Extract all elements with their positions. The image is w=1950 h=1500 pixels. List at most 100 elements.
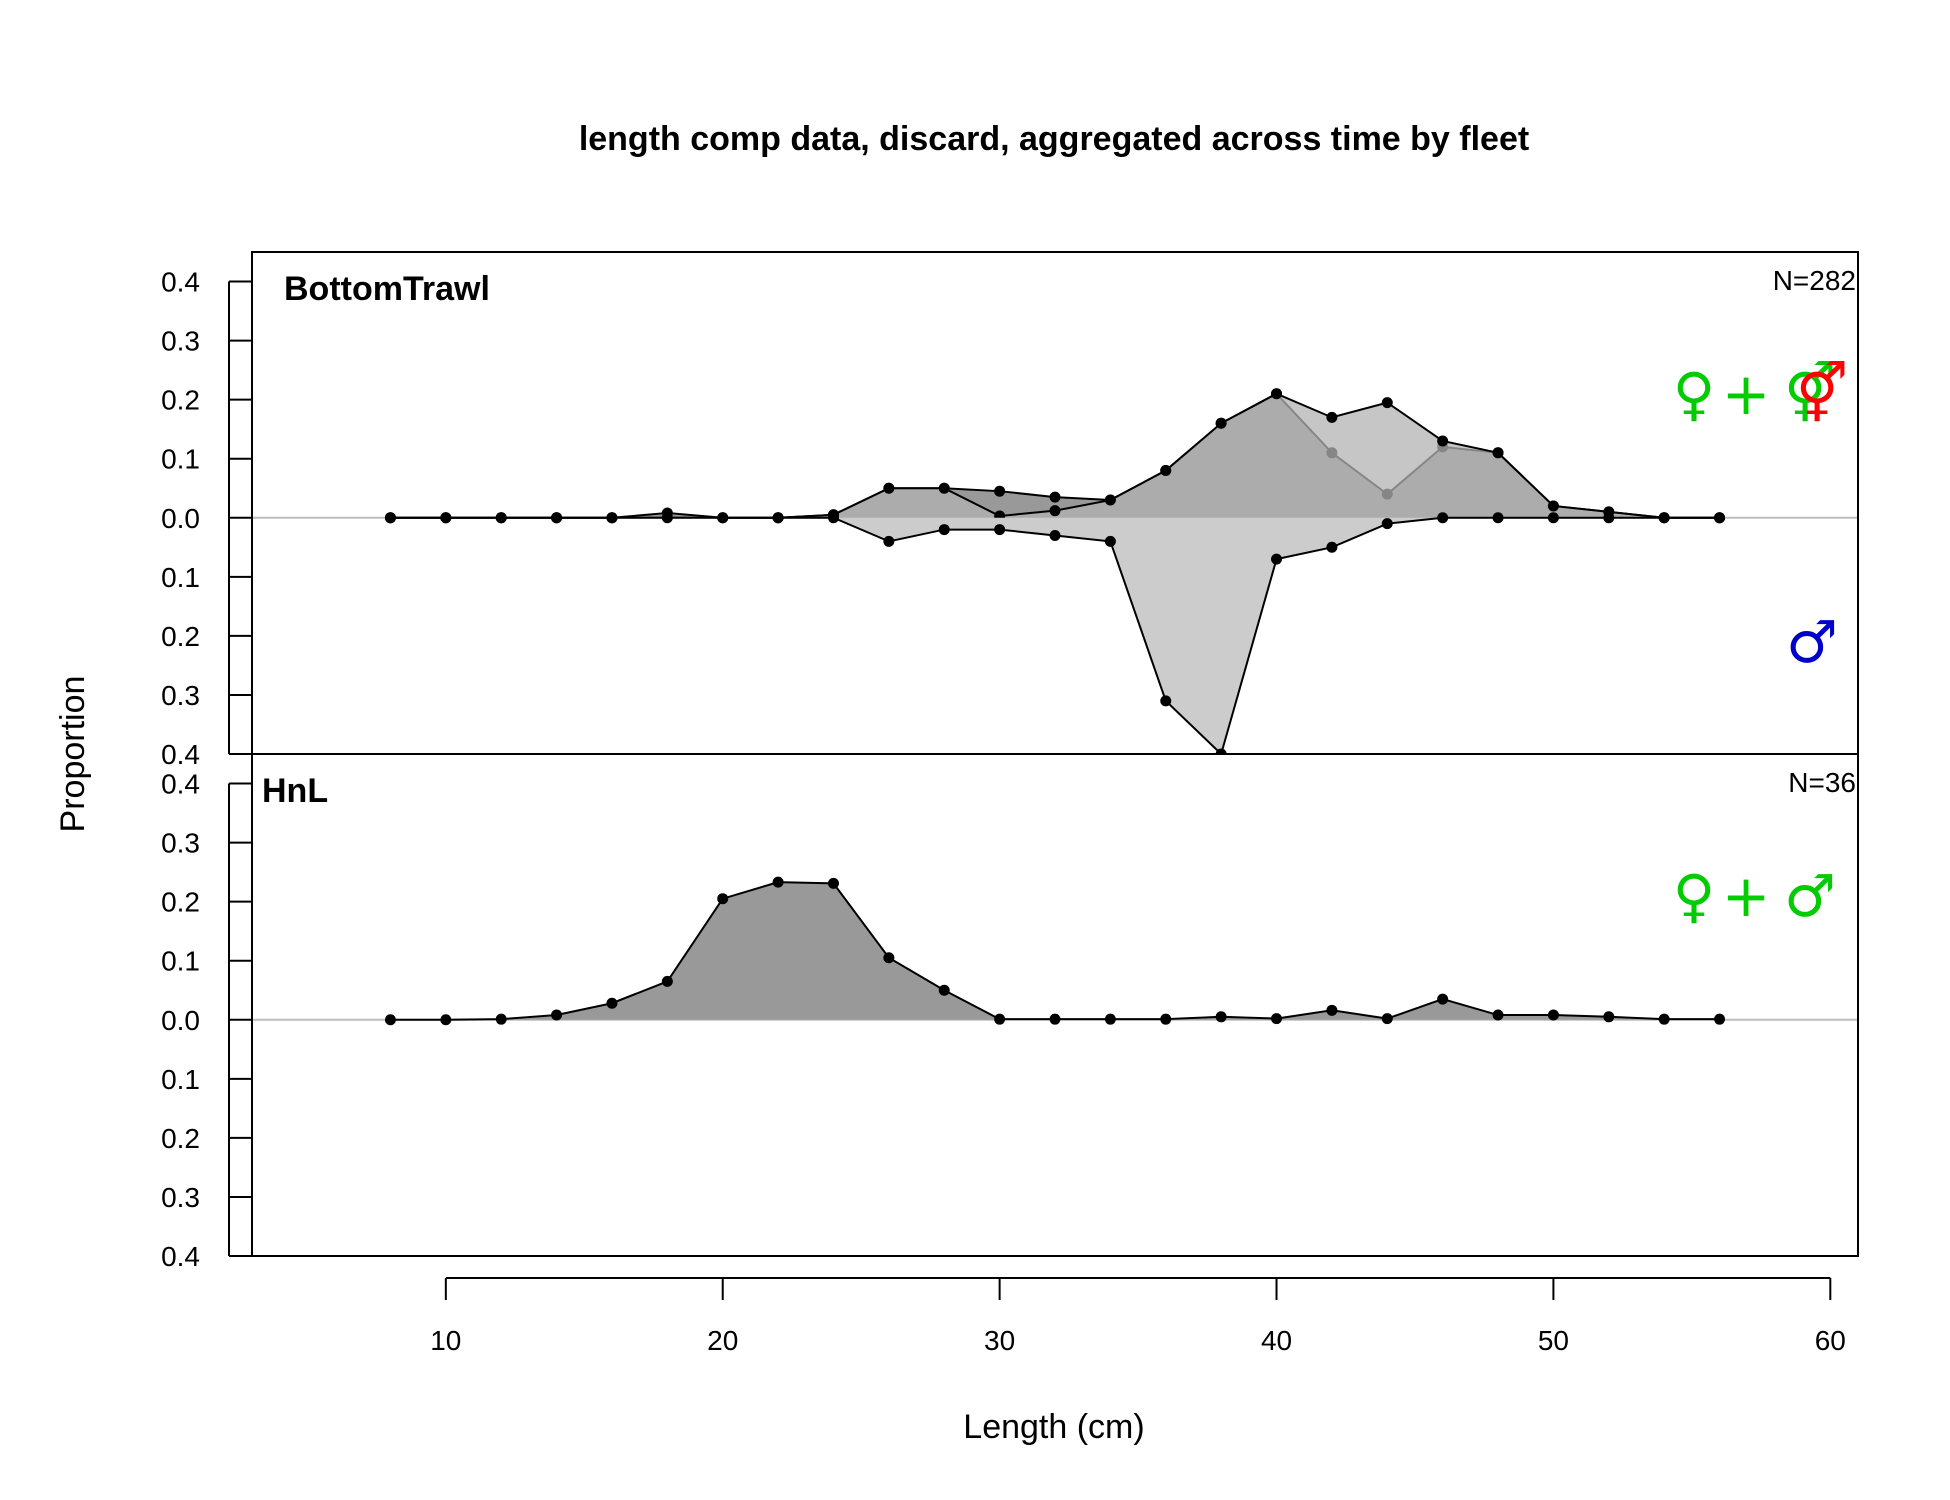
sex-symbol-icon: + <box>1722 360 1771 428</box>
panels: 0.4 0.3 0.2 0.1 0.0 0.1 0.2 0.3 0.4 BottomTrawl N=… <box>161 251 1859 1272</box>
data-point <box>551 1009 563 1021</box>
x-tick-label: 10 <box>430 1325 461 1356</box>
sex-symbol-icon: + <box>1722 862 1771 930</box>
y-tick-label: 0.3 <box>161 1182 200 1213</box>
y-tick-label: 0.2 <box>161 621 200 652</box>
y-tick-label: 0.0 <box>161 1005 200 1036</box>
data-point <box>717 893 729 905</box>
x-axis: 10 20 30 40 50 60 <box>430 1277 1846 1356</box>
data-point <box>1160 1013 1172 1025</box>
y-tick-label: 0.4 <box>161 769 200 800</box>
sex-symbol-icon: ⚥ <box>1784 360 1836 428</box>
sample-size-label: N=282 <box>1773 265 1856 296</box>
y-tick-label: 0.4 <box>161 267 200 298</box>
y-tick-label: 0.2 <box>161 1123 200 1154</box>
sex-symbol-icon: ♀ <box>1673 862 1715 930</box>
y-tick-label: 0.0 <box>161 503 200 534</box>
data-point <box>1603 512 1615 524</box>
y-tick-label: 0.3 <box>161 680 200 711</box>
data-point <box>1381 397 1393 409</box>
data-point <box>1049 505 1061 517</box>
data-point <box>1049 1013 1061 1025</box>
y-tick-label: 0.1 <box>161 946 200 977</box>
data-point <box>1215 748 1227 754</box>
data-point <box>1326 411 1338 423</box>
data-point <box>827 877 839 889</box>
data-point <box>772 876 784 888</box>
data-point <box>1714 1013 1726 1025</box>
data-point <box>1714 512 1726 524</box>
data-point <box>1271 388 1283 400</box>
y-axis-label: Proportion <box>54 676 92 833</box>
y-tick-label: 0.4 <box>161 739 200 770</box>
data-point <box>495 1013 507 1025</box>
panel-1: 0.4 0.3 0.2 0.1 0.0 0.1 0.2 0.3 0.4 BottomTrawl N=… <box>161 251 1859 770</box>
y-tick-label: 0.2 <box>161 887 200 918</box>
series-area <box>390 393 1720 518</box>
data-point <box>1271 1013 1283 1025</box>
data-point <box>495 512 507 524</box>
data-point <box>1049 529 1061 541</box>
data-point <box>1603 1011 1615 1023</box>
chart-title: length comp data, discard, aggregated ac… <box>579 120 1529 158</box>
data-point <box>1492 447 1504 459</box>
series-line <box>390 516 1720 754</box>
data-point <box>440 512 452 524</box>
y-tick-label: 0.3 <box>161 828 200 859</box>
data-point <box>1326 1004 1338 1016</box>
data-point <box>938 482 950 494</box>
data-point <box>994 524 1006 536</box>
data-point <box>883 535 895 547</box>
data-point <box>1492 1009 1504 1021</box>
data-point <box>1381 518 1393 530</box>
data-point <box>1271 553 1283 565</box>
sample-size-label: N=36 <box>1788 767 1856 798</box>
y-tick-label: 0.4 <box>161 1241 200 1272</box>
data-point <box>1104 494 1116 506</box>
x-tick-label: 30 <box>984 1325 1015 1356</box>
data-point <box>1658 512 1670 524</box>
data-point <box>384 512 396 524</box>
x-tick-label: 20 <box>707 1325 738 1356</box>
x-tick-label: 50 <box>1538 1325 1569 1356</box>
data-point <box>1215 1011 1227 1023</box>
data-point <box>1437 512 1449 524</box>
male-symbol-icon: ♂ <box>1786 608 1838 676</box>
panel-label: BottomTrawl <box>284 270 490 308</box>
data-point <box>606 997 618 1009</box>
data-point <box>1104 1013 1116 1025</box>
series-area <box>390 517 1720 754</box>
data-point <box>1492 512 1504 524</box>
data-point <box>1547 512 1559 524</box>
data-point <box>938 524 950 536</box>
data-point <box>1547 500 1559 512</box>
panel-label: HnL <box>262 772 328 810</box>
data-point <box>994 1013 1006 1025</box>
sex-symbol-icon: ♀ <box>1673 360 1715 428</box>
x-tick-label: 60 <box>1815 1325 1846 1356</box>
series-group <box>384 388 1726 754</box>
data-point <box>661 975 673 987</box>
series-line <box>390 881 1720 1021</box>
data-point <box>1437 435 1449 447</box>
y-tick-label: 0.2 <box>161 385 200 416</box>
data-point <box>606 512 618 524</box>
data-point <box>384 1014 396 1026</box>
data-point <box>883 482 895 494</box>
data-point <box>772 512 784 524</box>
data-point <box>1049 491 1061 503</box>
sex-symbol-icon: ⚥ <box>1796 360 1848 428</box>
data-point <box>994 485 1006 497</box>
panel-2: 0.4 0.3 0.2 0.1 0.0 0.1 0.2 0.3 0.4 HnL N=36 ♀ + ♂ <box>161 753 1859 1272</box>
data-point <box>1437 993 1449 1005</box>
data-point <box>1215 417 1227 429</box>
y-tick-label: 0.1 <box>161 1064 200 1095</box>
sex-symbol-icon: ♂ <box>1784 862 1836 930</box>
data-point <box>1381 1013 1393 1025</box>
x-axis-label: Length (cm) <box>963 1408 1144 1446</box>
data-point <box>661 512 673 524</box>
y-tick-label: 0.3 <box>161 326 200 357</box>
data-point <box>1658 1013 1670 1025</box>
data-point <box>1160 695 1172 707</box>
series-area <box>390 882 1720 1020</box>
